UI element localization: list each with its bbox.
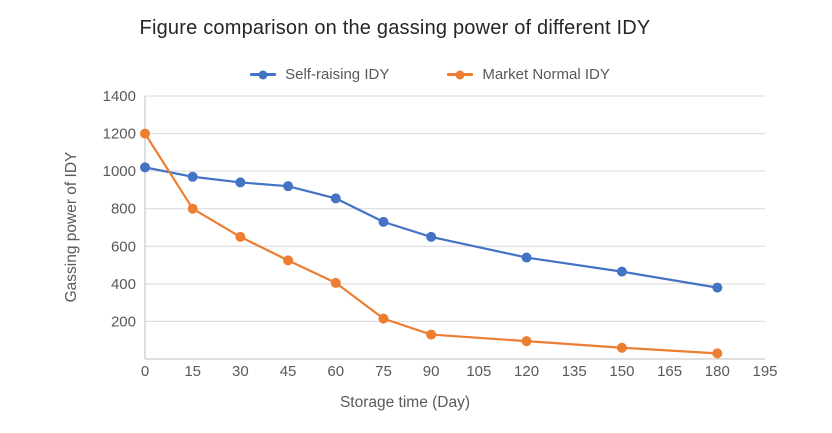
x-tick-label: 150	[609, 363, 634, 380]
legend-item-self-raising: Self-raising IDY	[250, 66, 389, 83]
y-tick-label: 1200	[103, 126, 136, 143]
x-tick-label: 120	[514, 363, 539, 380]
legend-item-market-normal: Market Normal IDY	[447, 66, 610, 83]
x-tick-label: 105	[466, 363, 491, 380]
data-point	[187, 203, 198, 214]
x-tick-label: 15	[184, 363, 201, 380]
data-point	[330, 277, 341, 288]
x-tick-label: 90	[423, 363, 440, 380]
legend-item-label: Market Normal IDY	[482, 66, 610, 83]
data-point	[187, 171, 198, 182]
data-point	[378, 216, 389, 227]
data-point	[521, 336, 532, 347]
y-tick-label: 600	[111, 238, 136, 255]
legend-item-label: Self-raising IDY	[285, 66, 390, 83]
y-tick-label: 400	[111, 276, 136, 293]
line-dot-marker-icon	[447, 73, 474, 76]
x-tick-label: 165	[657, 363, 682, 380]
x-tick-label: 180	[705, 363, 730, 380]
data-point	[616, 266, 627, 277]
chart-title: Figure comparison on the gassing power o…	[139, 17, 651, 39]
series-line	[144, 166, 718, 289]
data-point	[712, 282, 723, 293]
x-tick-label: 30	[232, 363, 249, 380]
x-tick-label: 0	[141, 363, 149, 380]
series-line	[144, 132, 718, 355]
x-tick-label: 60	[327, 363, 344, 380]
x-tick-label: 195	[752, 363, 777, 380]
data-point	[140, 162, 150, 173]
y-tick-label: 200	[111, 313, 136, 330]
data-point	[426, 231, 437, 242]
data-point	[330, 193, 341, 204]
data-point	[616, 342, 627, 353]
y-tick-label: 800	[111, 201, 136, 218]
data-point	[235, 177, 246, 188]
data-point	[521, 252, 532, 263]
x-axis-title: Storage time (Day)	[339, 394, 471, 411]
x-tick-label: 45	[280, 363, 297, 380]
line-dot-marker-icon	[250, 73, 277, 76]
data-point	[140, 128, 150, 139]
legend: Self-raising IDY Market Normal IDY	[100, 66, 760, 83]
y-tick-label: 1400	[103, 88, 136, 105]
data-point	[283, 181, 294, 192]
data-point	[426, 329, 437, 340]
x-tick-label: 75	[375, 363, 392, 380]
x-tick-label: 135	[562, 363, 587, 380]
y-tick-label: 1000	[103, 163, 136, 180]
data-point	[712, 348, 723, 359]
data-point	[378, 313, 389, 324]
data-point	[283, 255, 294, 266]
data-point	[235, 231, 246, 242]
